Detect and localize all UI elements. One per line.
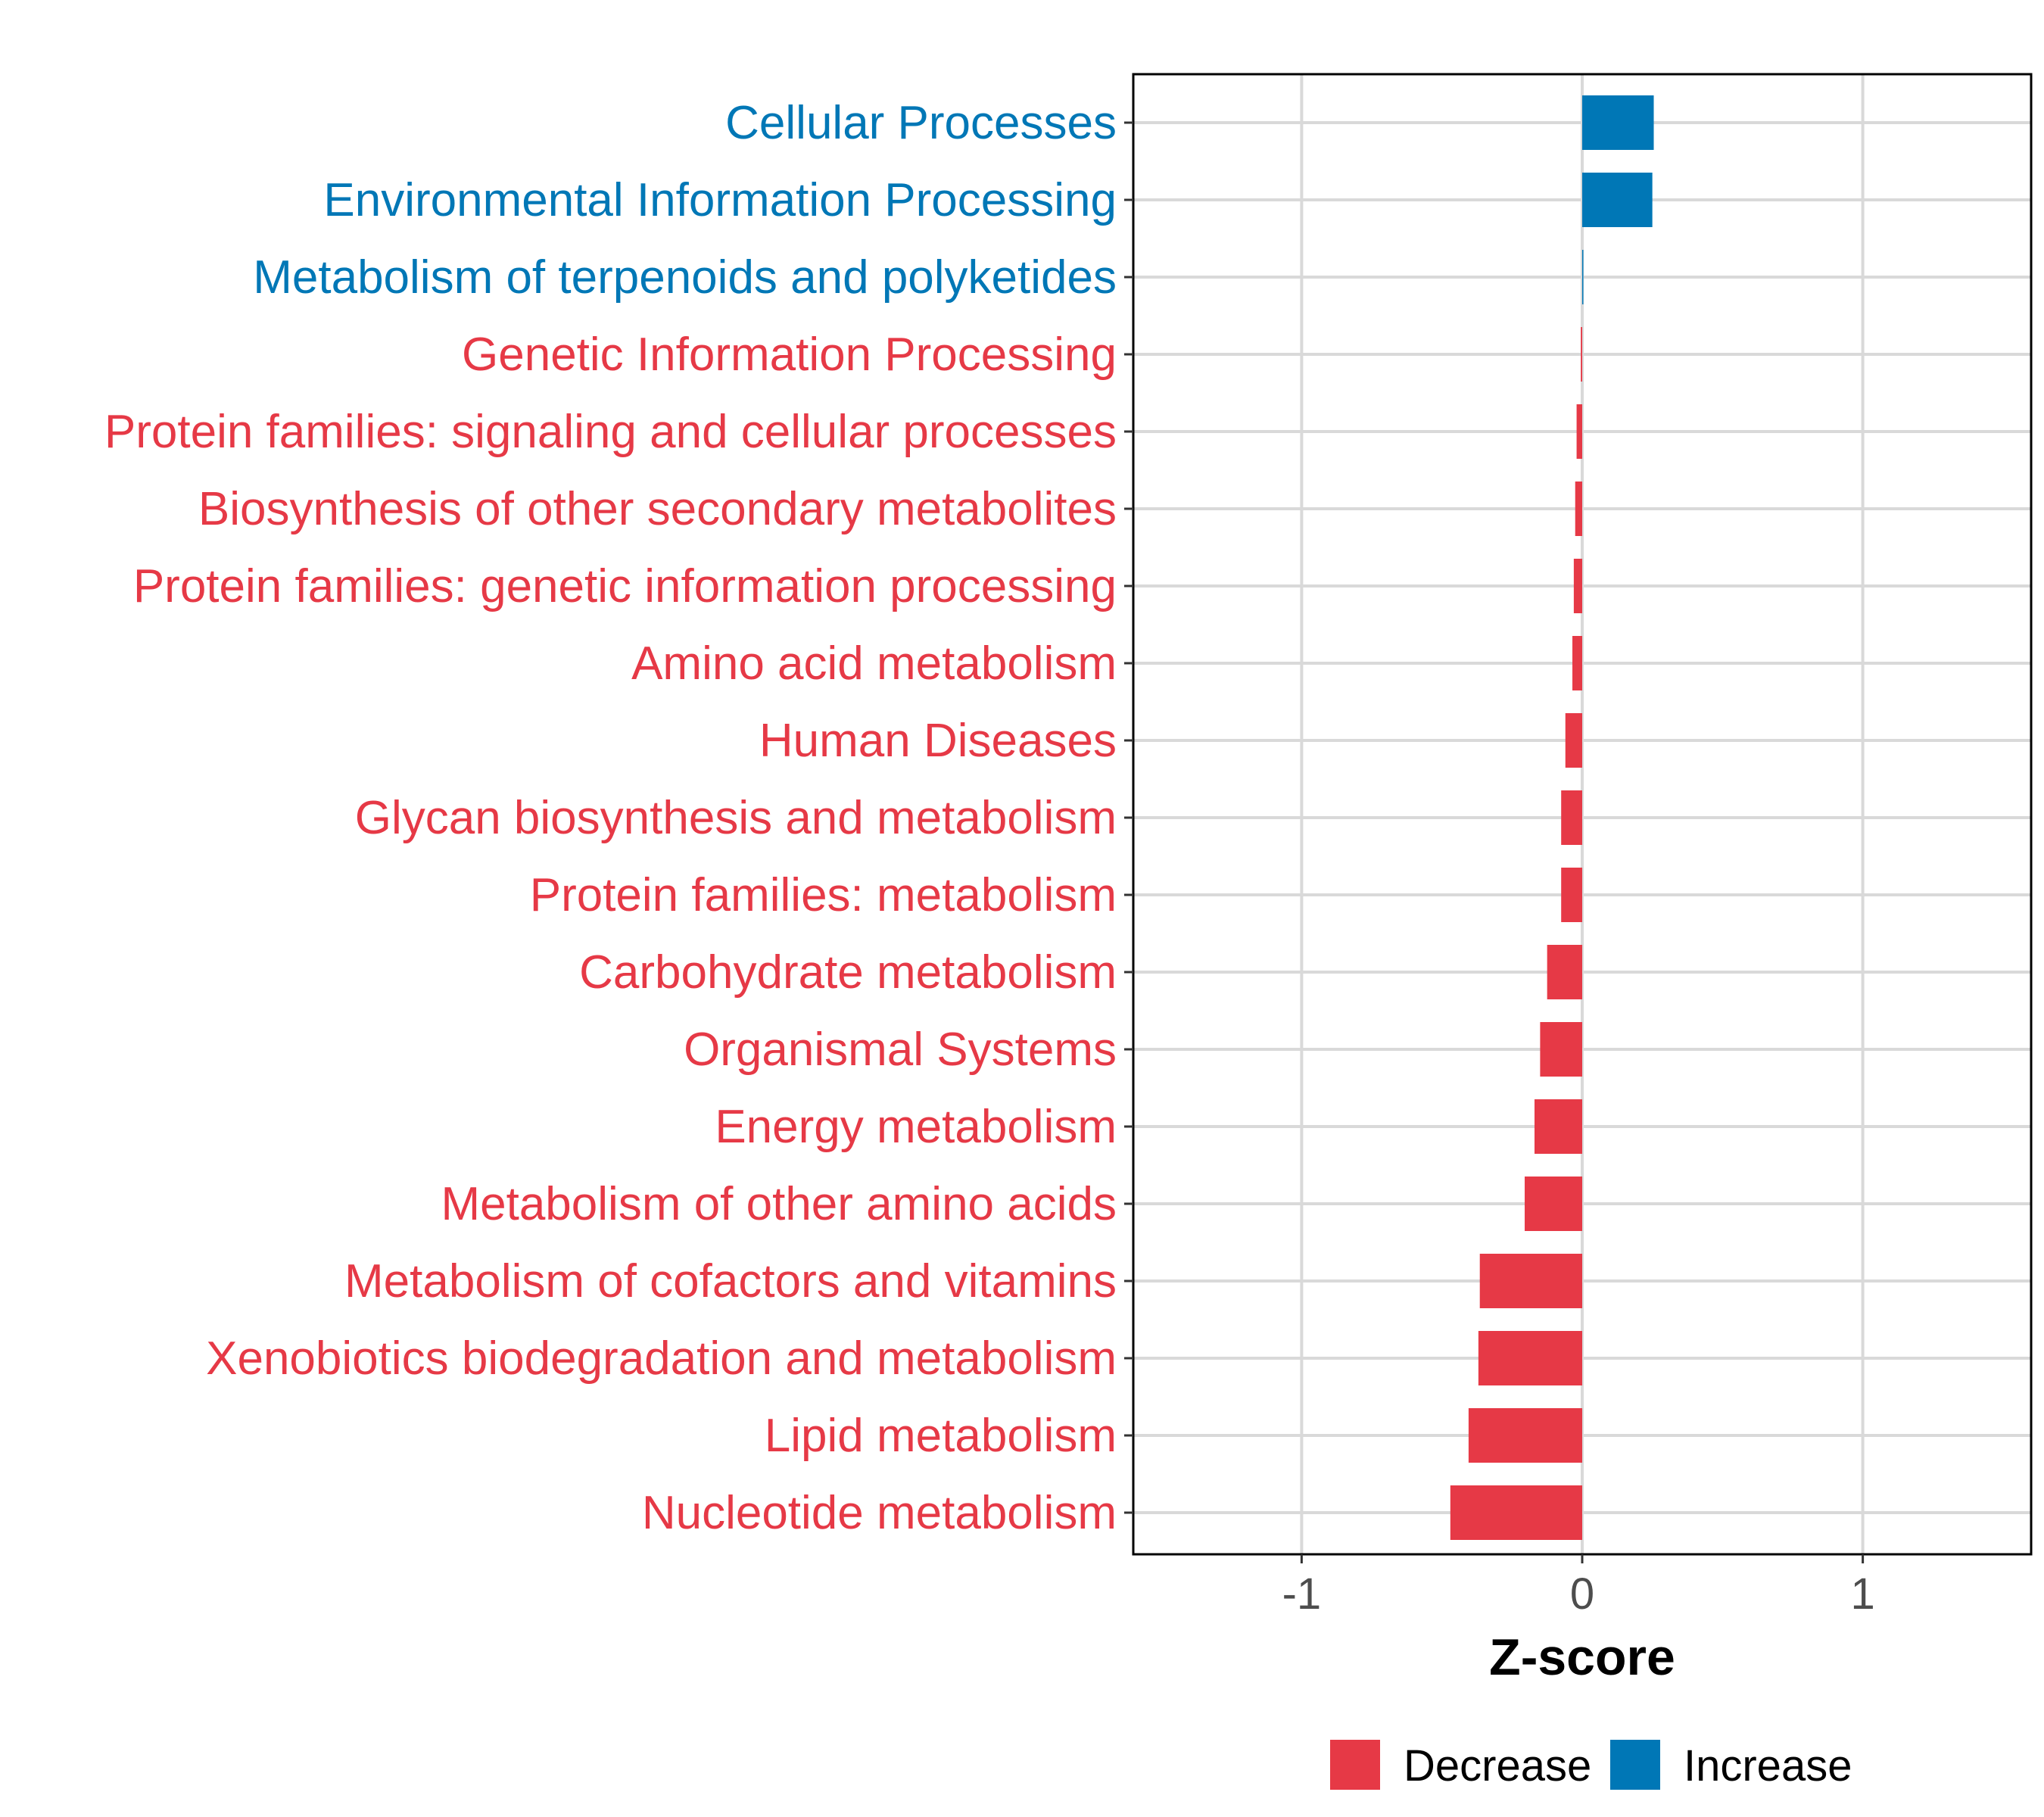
bar	[1479, 1254, 1582, 1308]
bar	[1582, 95, 1654, 150]
bar	[1540, 1022, 1582, 1077]
category-label: Cellular Processes	[725, 97, 1117, 149]
legend-swatch-decrease	[1330, 1740, 1380, 1790]
category-label: Organismal Systems	[684, 1024, 1117, 1076]
bar	[1478, 1331, 1582, 1385]
bar	[1582, 250, 1584, 304]
x-axis-title: Z-score	[1489, 1628, 1675, 1686]
bar	[1534, 1099, 1582, 1154]
category-label: Protein families: metabolism	[530, 869, 1117, 921]
category-label: Protein families: signaling and cellular…	[104, 406, 1117, 458]
bar	[1561, 790, 1582, 845]
bar	[1547, 945, 1582, 999]
bar	[1573, 559, 1582, 613]
bar	[1525, 1177, 1582, 1231]
bar	[1565, 713, 1582, 768]
category-label: Amino acid metabolism	[631, 637, 1117, 690]
bars	[1450, 95, 1654, 1540]
category-label: Metabolism of cofactors and vitamins	[344, 1255, 1117, 1307]
category-label: Human Diseases	[759, 715, 1117, 767]
category-label: Lipid metabolism	[765, 1410, 1117, 1462]
bar	[1468, 1408, 1582, 1463]
y-axis-ticks	[1124, 121, 1133, 1514]
bar	[1582, 173, 1653, 227]
category-label: Energy metabolism	[715, 1101, 1117, 1153]
category-label: Xenobiotics biodegradation and metabolis…	[206, 1332, 1117, 1385]
legend-swatch-increase	[1610, 1740, 1660, 1790]
bar	[1572, 636, 1582, 690]
category-label: Metabolism of terpenoids and polyketides	[253, 251, 1117, 304]
bar	[1581, 327, 1582, 382]
bar	[1450, 1485, 1582, 1540]
category-label: Protein families: genetic information pr…	[133, 560, 1117, 612]
category-label: Nucleotide metabolism	[642, 1487, 1117, 1539]
category-label: Genetic Information Processing	[462, 329, 1117, 381]
y-axis-labels: Cellular Processes Environmental Informat…	[104, 97, 1117, 1539]
x-axis-ticks: -1 0 1	[1282, 1554, 1875, 1619]
category-label: Environmental Information Processing	[323, 174, 1117, 226]
category-label: Metabolism of other amino acids	[441, 1178, 1117, 1230]
bar	[1576, 404, 1582, 459]
legend: Decrease Increase	[1330, 1740, 1852, 1791]
x-tick-label: 1	[1850, 1569, 1874, 1619]
x-tick-label: -1	[1282, 1569, 1322, 1619]
category-label: Biosynthesis of other secondary metaboli…	[198, 483, 1117, 535]
legend-label-increase: Increase	[1684, 1741, 1852, 1791]
x-tick-label: 0	[1570, 1569, 1594, 1619]
category-label: Glycan biosynthesis and metabolism	[355, 792, 1117, 844]
legend-label-decrease: Decrease	[1404, 1741, 1591, 1791]
bar	[1561, 868, 1582, 922]
category-label: Carbohydrate metabolism	[579, 946, 1117, 999]
bar	[1575, 482, 1582, 536]
